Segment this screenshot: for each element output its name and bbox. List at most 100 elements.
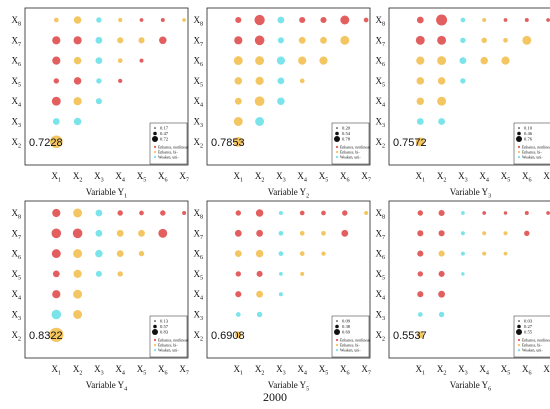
data-point — [416, 97, 425, 105]
data-point — [234, 77, 243, 85]
data-point — [234, 36, 243, 45]
legend-type-marker — [153, 150, 157, 154]
legend-size-marker — [154, 127, 156, 129]
y-tick-label: X3 — [11, 117, 21, 130]
data-point — [51, 249, 61, 259]
data-point — [438, 270, 445, 277]
data-point — [52, 36, 61, 45]
legend-type-marker — [335, 338, 339, 342]
data-point — [437, 96, 447, 106]
x-axis-label: Variable Y4 — [86, 380, 127, 393]
y-tick-label: X5 — [193, 269, 203, 282]
data-point — [95, 249, 103, 258]
y-tick-label: X7 — [375, 228, 385, 241]
legend-type-marker — [153, 343, 157, 347]
legend-box — [331, 122, 370, 165]
data-point — [73, 97, 82, 106]
data-point — [320, 16, 327, 24]
x-tick-label: X7 — [179, 364, 189, 377]
data-point — [278, 292, 283, 297]
data-point — [363, 17, 369, 23]
y-tick-label: X3 — [375, 117, 385, 130]
data-point — [503, 231, 508, 236]
data-point — [53, 17, 59, 23]
y-tick-label: X6 — [11, 249, 21, 262]
data-point — [438, 290, 445, 298]
data-point — [417, 271, 423, 277]
data-point — [255, 56, 265, 66]
data-point — [233, 56, 243, 66]
legend-size-label: 0.54 — [342, 131, 351, 136]
data-point — [438, 209, 445, 217]
y-tick-label: X6 — [375, 249, 385, 262]
data-point — [482, 18, 487, 22]
data-point — [73, 310, 83, 319]
data-point — [95, 57, 103, 64]
x-tick-label: X6 — [522, 171, 532, 184]
y-tick-label: X7 — [375, 35, 385, 48]
legend-size-marker — [336, 320, 338, 322]
legend-type-label: Enhance, nonlinear — [340, 146, 371, 151]
y-tick-label: X8 — [11, 15, 21, 28]
x-tick-label: X6 — [340, 364, 350, 377]
x-tick-label: X7 — [361, 171, 371, 184]
y-tick-label: X8 — [11, 208, 21, 221]
data-point — [73, 208, 83, 218]
y-tick-label: X5 — [193, 76, 203, 89]
y-tick-label: X7 — [11, 35, 21, 48]
legend-type-label: Weaken, uni- — [340, 156, 361, 161]
legend-type-marker — [153, 348, 157, 352]
panel-3: X1 X2 X3 X4 X5 X6 X7 X2 X3 X4 X5 X6 X7 X8 Variable Y3 0… — [375, 7, 550, 200]
legend-type-marker — [335, 155, 339, 159]
x-axis-label: Variable Y3 — [450, 187, 491, 200]
data-point — [235, 210, 241, 216]
legend-type-marker — [517, 145, 521, 149]
data-point — [417, 291, 424, 298]
x-tick-label: X7 — [543, 364, 550, 377]
data-point — [139, 210, 144, 216]
data-point — [299, 78, 305, 84]
legend-size-label: 0.09 — [342, 319, 351, 324]
y-tick-label: X7 — [11, 228, 21, 241]
panel-1: X1 X2 X3 X4 X5 X6 X7 X2 X3 X4 X5 X6 X7 X8 Variable Y1 0… — [11, 7, 189, 200]
data-point — [117, 210, 123, 216]
x-tick-label: X5 — [501, 364, 511, 377]
data-point — [298, 36, 306, 44]
annotation-value: 0.7228 — [29, 137, 63, 149]
annotation-value: 0.6908 — [211, 330, 245, 342]
y-tick-label: X7 — [193, 228, 203, 241]
legend-size-marker — [153, 324, 157, 329]
data-point — [417, 230, 424, 237]
y-tick-label: X2 — [193, 137, 203, 150]
data-point — [73, 77, 82, 85]
data-point — [73, 16, 82, 24]
data-point — [482, 231, 487, 236]
data-point — [299, 210, 305, 216]
data-point — [160, 18, 165, 22]
data-point — [321, 210, 326, 216]
y-tick-label: X4 — [11, 96, 21, 109]
data-point — [460, 251, 465, 256]
data-point — [482, 211, 487, 215]
y-tick-label: X6 — [193, 249, 203, 262]
y-tick-label: X8 — [193, 208, 203, 221]
legend-type-label: Enhance, nonlinear — [158, 339, 189, 344]
x-axis-label: Variable Y5 — [268, 380, 309, 393]
legend-size-label: 0.47 — [160, 131, 169, 136]
data-point — [524, 18, 529, 22]
data-point — [72, 228, 83, 239]
data-point — [480, 56, 488, 65]
data-point — [96, 17, 102, 23]
data-point — [417, 210, 423, 216]
y-tick-label: X2 — [193, 330, 203, 343]
data-point — [481, 37, 487, 43]
y-tick-label: X6 — [11, 56, 21, 69]
x-tick-label: X3 — [276, 364, 286, 377]
data-point — [52, 270, 60, 278]
y-tick-label: X8 — [375, 15, 385, 28]
data-point — [95, 36, 103, 44]
data-point — [51, 309, 62, 320]
data-point — [438, 118, 445, 125]
data-point — [182, 18, 186, 22]
